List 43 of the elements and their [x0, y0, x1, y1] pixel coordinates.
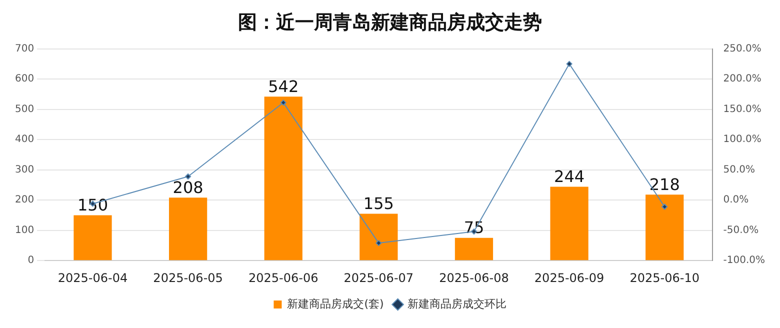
y2-tick-label: 250.0%: [723, 43, 762, 54]
legend-label: 新建商品房成交(套): [287, 297, 384, 310]
legend-label: 新建商品房成交环比: [407, 297, 506, 310]
y-tick-label: 300: [14, 164, 34, 176]
x-tick-label: 2025-06-07: [344, 270, 414, 285]
bar: [360, 214, 398, 260]
chart-title: 图：近一周青岛新建商品房成交走势: [238, 11, 542, 34]
y2-tick-label: 150.0%: [723, 104, 762, 115]
y2-tick-label: 100.0%: [723, 134, 762, 146]
data-label: 208: [172, 178, 204, 197]
x-tick-label: 2025-06-06: [248, 270, 318, 285]
y2-tick-label: 200.0%: [723, 74, 762, 85]
bar: [646, 194, 684, 260]
bar: [74, 215, 112, 260]
y2-tick-label: -100.0%: [723, 255, 766, 266]
x-tick-label: 2025-06-04: [58, 270, 128, 285]
bar: [168, 198, 208, 260]
x-tick-label: 2025-06-10: [630, 270, 700, 285]
y2-tick-label: -50.0%: [723, 224, 759, 236]
data-label: 155: [363, 194, 394, 213]
y-tick-label: 200: [14, 194, 34, 206]
y-tick-label: 400: [14, 134, 34, 146]
data-label: 244: [554, 166, 585, 186]
y-tick-label: 700: [14, 43, 34, 54]
y-tick-label: 100: [14, 224, 34, 236]
bar: [550, 186, 588, 260]
y-tick-label: 600: [14, 74, 34, 85]
y-tick-label: 0: [28, 255, 34, 266]
point: [662, 204, 668, 210]
data-label: 542: [268, 76, 299, 96]
data-label: 218: [649, 174, 680, 194]
y-tick-label: 500: [14, 104, 34, 115]
point: [280, 100, 286, 106]
x-tick-label: 2025-06-05: [153, 270, 223, 285]
bar: [454, 238, 494, 260]
point: [185, 173, 192, 180]
point: [566, 60, 572, 67]
bar: [264, 96, 302, 260]
x-tick-label: 2025-06-09: [534, 270, 604, 285]
point: [376, 240, 382, 246]
x-tick-label: 2025-06-08: [439, 270, 509, 285]
y2-tick-label: 0.0%: [723, 194, 749, 206]
y2-tick-label: 50.0%: [723, 164, 756, 176]
